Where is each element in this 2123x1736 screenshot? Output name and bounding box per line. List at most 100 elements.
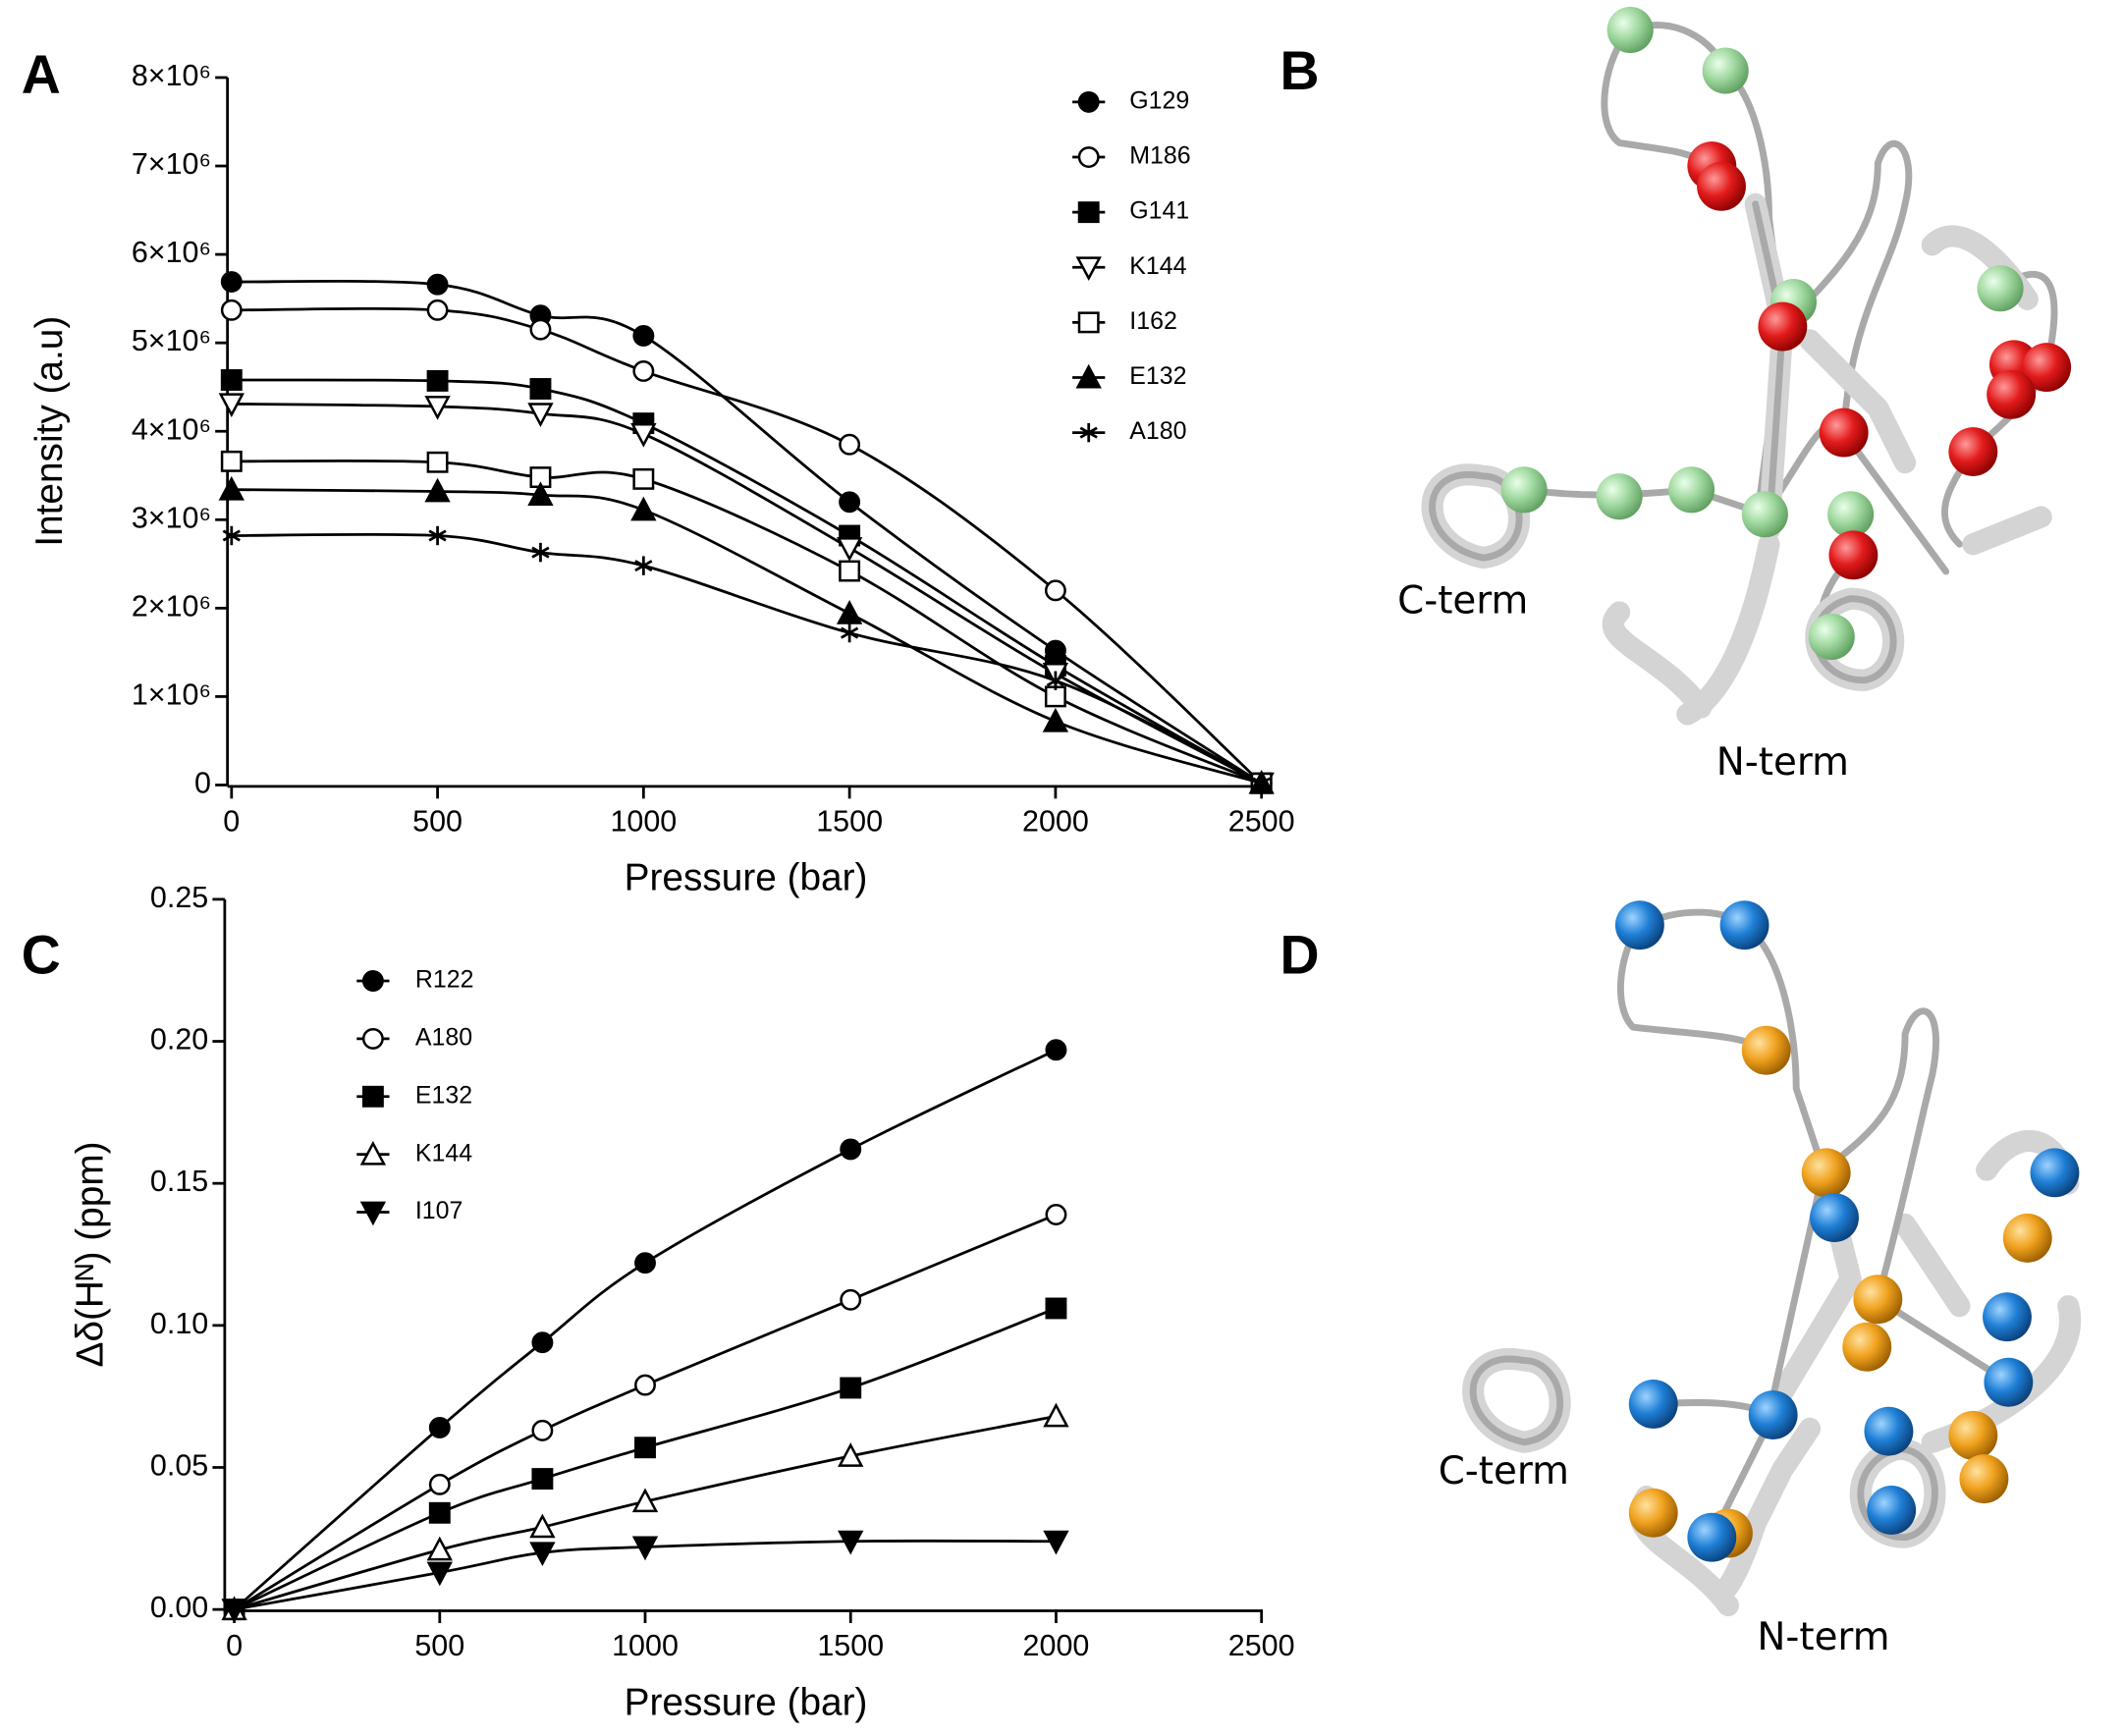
- structure-b: B C-term N-term: [1279, 6, 2072, 785]
- asterisk-stroke: [1079, 426, 1098, 439]
- marker: [220, 298, 243, 321]
- residue-sphere: [1758, 301, 1808, 352]
- residue-sphere: [1864, 1406, 1914, 1456]
- legend-label: E132: [1129, 362, 1186, 390]
- marker: [361, 1027, 384, 1050]
- spheres: [1500, 6, 2072, 661]
- residue-sphere: [1959, 1454, 2009, 1504]
- residue-sphere: [1867, 1486, 1917, 1535]
- fit-line: [231, 459, 1263, 785]
- legend-label: A180: [1129, 417, 1186, 445]
- y-tick-label: 0.10: [150, 1307, 208, 1340]
- asterisk-stroke: [1046, 675, 1065, 687]
- marker: [529, 378, 552, 400]
- ribbon: [1462, 1129, 2082, 1617]
- marker: [838, 1442, 864, 1467]
- residue-sphere: [1842, 1322, 1892, 1372]
- asterisk-stroke: [634, 560, 653, 572]
- fit-line: [231, 378, 1263, 785]
- residue-sphere: [1948, 1410, 1998, 1460]
- residue-sphere: [1810, 1193, 1859, 1243]
- panel-label: A: [22, 44, 61, 105]
- terminus-label: N-term: [1716, 740, 1849, 785]
- legend-label: G129: [1129, 87, 1189, 115]
- terminus-label: C-term: [1397, 578, 1528, 623]
- marker: [1045, 1204, 1067, 1225]
- fit-line: [233, 1213, 1057, 1611]
- residue-sphere: [1853, 1275, 1903, 1325]
- residue-sphere: [1808, 613, 1855, 661]
- residue-sphere: [1614, 900, 1664, 950]
- marker: [426, 1561, 453, 1587]
- x-tick-label: 2500: [1228, 804, 1295, 838]
- y-tick-label: 0: [194, 767, 211, 800]
- x-tick-label: 1000: [612, 1629, 679, 1662]
- fit-line: [231, 280, 1263, 785]
- legend-label: M186: [1129, 142, 1190, 170]
- marker: [1079, 422, 1098, 443]
- fit-line: [231, 532, 1263, 785]
- y-tick-label: 7×10⁶: [132, 147, 211, 181]
- y-tick-label: 2×10⁶: [132, 589, 211, 623]
- y-tick-label: 3×10⁶: [132, 501, 211, 534]
- marker: [634, 1374, 656, 1396]
- asterisk-stroke: [840, 626, 859, 639]
- marker: [531, 1419, 554, 1441]
- marker: [839, 433, 861, 456]
- marker: [222, 525, 241, 546]
- marker: [634, 1437, 656, 1459]
- residue-sphere: [1628, 1488, 1678, 1538]
- residue-sphere: [1596, 473, 1643, 520]
- marker: [426, 369, 449, 392]
- legend-label: K144: [1129, 252, 1186, 280]
- marker: [1077, 201, 1100, 224]
- residue-sphere: [1819, 407, 1869, 458]
- residue-sphere: [1828, 530, 1878, 580]
- residue-sphere: [1606, 6, 1654, 54]
- x-tick-label: 500: [414, 1629, 464, 1662]
- y-tick-label: 4×10⁶: [132, 412, 211, 446]
- marker: [359, 1140, 387, 1166]
- residue-sphere: [1977, 265, 2024, 312]
- y-tick-label: 0.05: [150, 1449, 208, 1483]
- residue-sphere: [1984, 1357, 2034, 1407]
- marker: [1043, 1402, 1069, 1428]
- panel-label: B: [1279, 40, 1319, 101]
- residue-sphere: [1983, 1292, 2032, 1342]
- x-tick-label: 1500: [816, 804, 883, 838]
- marker: [1075, 363, 1102, 389]
- marker: [428, 1473, 451, 1495]
- residue-sphere: [1628, 1379, 1678, 1429]
- marker: [221, 1599, 247, 1623]
- asterisk-stroke: [531, 546, 550, 559]
- structure-d: D C-term N-term: [1279, 900, 2082, 1659]
- marker: [218, 475, 245, 501]
- marker: [426, 1536, 453, 1561]
- residue-sphere: [1741, 491, 1788, 538]
- y-tick-label: 0.00: [150, 1591, 208, 1624]
- y-axis-label: Δδ(Hᴺ) (ppm): [70, 1141, 112, 1367]
- x-tick-label: 1000: [610, 804, 677, 838]
- marker: [1044, 579, 1066, 602]
- terminus-label: N-term: [1757, 1615, 1889, 1659]
- legend-label: E132: [415, 1081, 472, 1109]
- legend-label: K144: [415, 1139, 472, 1166]
- x-tick-label: 0: [223, 804, 240, 838]
- marker: [424, 477, 451, 503]
- marker: [836, 600, 863, 624]
- marker: [426, 298, 449, 321]
- marker: [359, 1201, 387, 1226]
- residue-sphere: [1719, 900, 1769, 950]
- marker: [632, 360, 655, 382]
- marker: [840, 623, 859, 643]
- x-axis-label: Pressure (bar): [625, 857, 868, 899]
- residue-sphere: [2002, 1213, 2052, 1263]
- y-tick-label: 0.25: [150, 881, 208, 914]
- marker: [426, 451, 449, 473]
- marker: [428, 1501, 451, 1524]
- marker: [630, 496, 657, 521]
- legend-label: A180: [415, 1023, 472, 1051]
- residue-sphere: [2022, 343, 2072, 393]
- marker: [839, 491, 861, 514]
- marker: [1077, 90, 1100, 113]
